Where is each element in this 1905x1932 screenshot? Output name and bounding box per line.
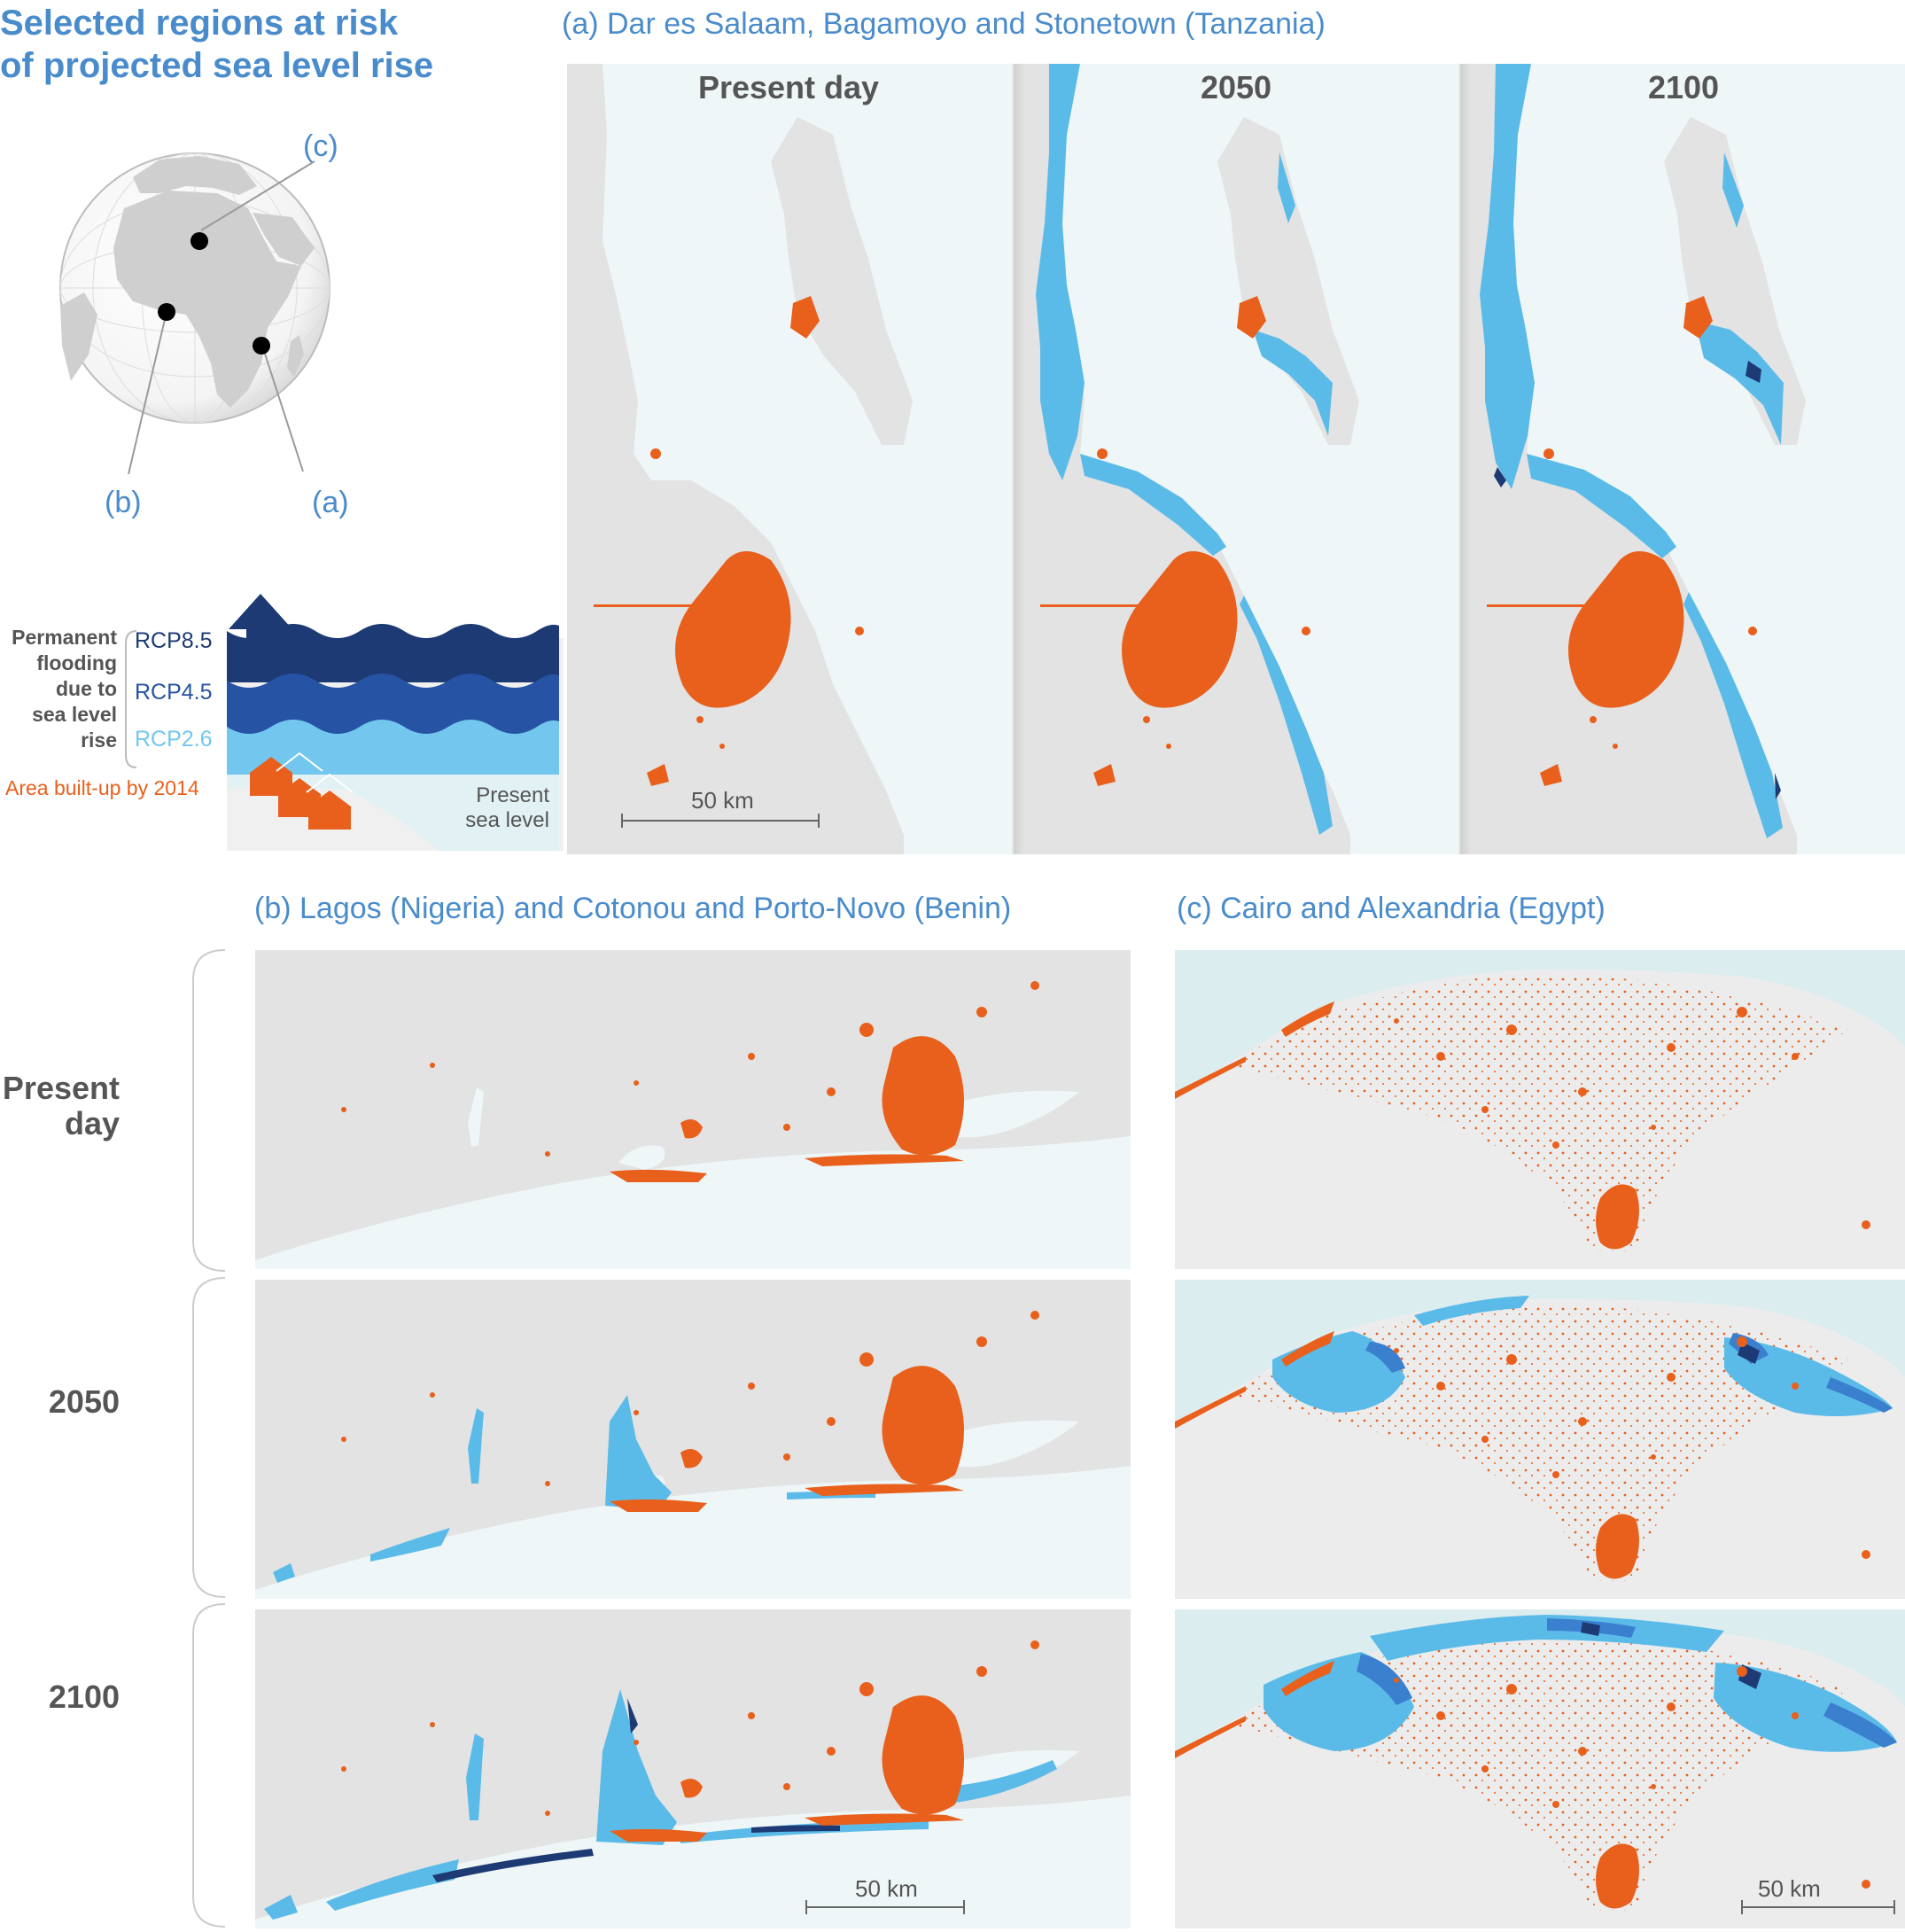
map-a-present-day (567, 64, 1012, 854)
main-title: Selected regions at risk of projected se… (0, 2, 496, 87)
row-brackets (192, 949, 226, 1928)
panel-b-scale-label: 50 km (855, 1875, 918, 1902)
map-c-present-day (1175, 950, 1905, 1269)
panel-c-title: (c) Cairo and Alexandria (Egypt) (1177, 892, 1606, 925)
legend-present-sea-level-line2: sea level (465, 808, 549, 832)
panel-b-title: (b) Lagos (Nigeria) and Cotonou and Port… (254, 892, 1012, 925)
legend-present-sea-level-label: Present sea level (443, 783, 549, 833)
row-label-2100: 2100 (48, 1679, 120, 1715)
panel-a-scale-label: 50 km (691, 787, 754, 814)
map-a-2100 (1460, 64, 1905, 854)
africa-landmass (113, 191, 301, 408)
leader-line-b (128, 311, 167, 475)
row-label-present-day: Present day (0, 1071, 120, 1141)
panel-c-maps (1175, 950, 1905, 1928)
row-label-2050: 2050 (48, 1383, 120, 1420)
marker-c-cairo (190, 232, 208, 250)
arabia-landmass (253, 213, 315, 266)
europe-landmass (133, 156, 257, 195)
legend-present-sea-level-line1: Present (476, 783, 549, 807)
marker-b-lagos (158, 303, 175, 321)
legend-flooding-line4: sea level (32, 703, 117, 726)
globe-label-b: (b) (105, 486, 142, 519)
globe-label-c: (c) (303, 129, 338, 163)
legend-present-sea (227, 775, 559, 851)
legend-flooding-line3: due to (56, 677, 117, 700)
legend-rise-arrow (229, 594, 292, 650)
legend-rcp85-label: RCP8.5 (135, 628, 213, 653)
map-b-2100 (255, 1609, 1131, 1928)
legend-built-up-label: Area built-up by 2014 (5, 776, 199, 799)
map-a-2100-flood (1480, 64, 1784, 838)
legend-band-rcp85 (227, 624, 559, 682)
map-c-2050-rcp85-flood (1738, 1342, 1760, 1364)
row-label-present-day-line2: day (64, 1105, 120, 1141)
legend-graphic (125, 594, 564, 851)
panel-a-scale-bar (621, 814, 820, 828)
panel-c-scale-bar (1741, 1900, 1895, 1914)
map-c-2100 (1175, 1609, 1905, 1928)
locator-globe (59, 152, 330, 475)
legend-flooding-line2: flooding (36, 651, 117, 674)
map-b-2100-flood (264, 1689, 1057, 1920)
map-b-2050 (255, 1280, 1131, 1599)
panel-c-scale-label: 50 km (1758, 1875, 1821, 1902)
map-c-2050 (1175, 1280, 1905, 1599)
leader-line-c (200, 160, 315, 231)
main-title-line1: Selected regions at risk (0, 4, 399, 43)
map-b-2100-rcp85-flood (432, 1698, 840, 1882)
map-a-2050 (1014, 64, 1458, 854)
map-a-2100-rcp85-flood (1494, 361, 1781, 799)
legend-bracket (125, 630, 137, 768)
main-title-line2: of projected sea level rise (0, 46, 434, 85)
panel-a-title: (a) Dar es Salaam, Bagamoyo and Stonetow… (562, 7, 1326, 41)
panel-a-col-present-day: Present day (697, 69, 880, 105)
panel-b-scale-bar (805, 1900, 965, 1914)
map-b-present-day (255, 950, 1131, 1269)
leader-line-a (261, 345, 304, 472)
globe-label-a: (a) (312, 486, 349, 519)
legend-rcp45-label: RCP4.5 (135, 680, 213, 705)
map-a-2050-flood (1036, 64, 1333, 835)
legend-flooding-line5: rise (81, 728, 117, 752)
panel-a-maps (567, 64, 1905, 854)
legend-rcp26-label: RCP2.6 (135, 727, 213, 752)
row-label-present-day-line1: Present (2, 1070, 120, 1106)
panel-b-maps (255, 950, 1131, 1928)
legend-flooding-line1: Permanent (12, 626, 117, 649)
panel-a-col-2100: 2100 (1647, 69, 1720, 105)
madagascar-landmass (287, 335, 304, 377)
south-america-landmass (60, 292, 97, 381)
legend-flooding-label: Permanent flooding due to sea level rise (0, 625, 117, 753)
panel-a-col-2050: 2050 (1200, 69, 1272, 105)
marker-a-dar-es-salaam (253, 337, 270, 354)
